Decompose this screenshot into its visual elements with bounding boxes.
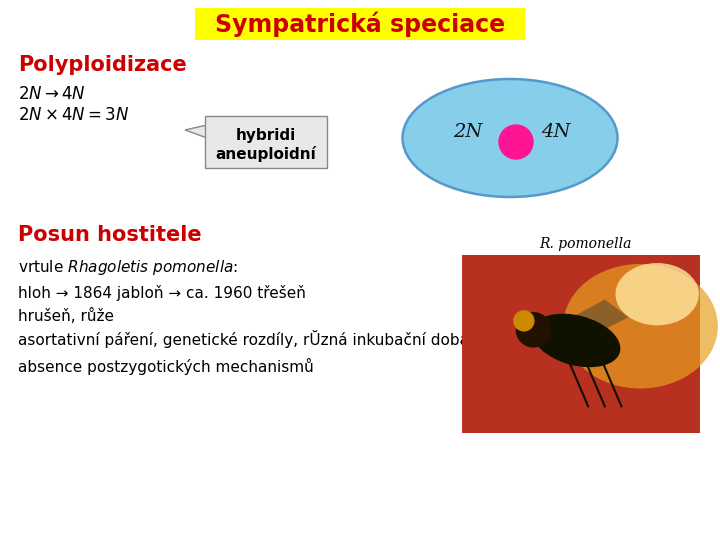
Ellipse shape [402, 79, 618, 197]
Text: hrušeň, růže: hrušeň, růže [18, 308, 114, 324]
Bar [462, 255, 700, 433]
Ellipse shape [616, 263, 699, 325]
FancyBboxPatch shape [207, 118, 211, 166]
Circle shape [499, 125, 533, 159]
Text: Sympatrická speciace: Sympatrická speciace [215, 11, 505, 37]
Text: $\mathit{2N} \times \mathit{4N} = \mathit{3N}$: $\mathit{2N} \times \mathit{4N} = \mathi… [18, 106, 130, 124]
Text: hloh → 1864 jabloň → ca. 1960 třešeň: hloh → 1864 jabloň → ca. 1960 třešeň [18, 285, 306, 301]
Text: hybridi
aneuploidní: hybridi aneuploidní [215, 128, 316, 161]
FancyBboxPatch shape [205, 116, 327, 168]
Polygon shape [562, 300, 629, 335]
Polygon shape [185, 125, 207, 138]
Text: Posun hostitele: Posun hostitele [18, 225, 202, 245]
Text: $\mathit{2N} \rightarrow \mathit{4N}$: $\mathit{2N} \rightarrow \mathit{4N}$ [18, 85, 86, 103]
Ellipse shape [563, 264, 718, 388]
Text: vrtule $\mathit{Rhagoletis\ pomonella}$:: vrtule $\mathit{Rhagoletis\ pomonella}$: [18, 258, 238, 277]
Text: 4N: 4N [541, 123, 570, 141]
Text: Polyploidizace: Polyploidizace [18, 55, 186, 75]
Ellipse shape [532, 314, 621, 367]
Circle shape [516, 312, 552, 348]
Text: asortativní páření, genetické rozdíly, rŬzná inkubační doba (sezónní izolace): asortativní páření, genetické rozdíly, r… [18, 330, 602, 348]
Text: 2N: 2N [453, 123, 482, 141]
Circle shape [513, 310, 534, 332]
FancyBboxPatch shape [195, 8, 525, 40]
Text: R. pomonella: R. pomonella [539, 237, 632, 251]
Text: absence postzygotických mechanismů: absence postzygotických mechanismů [18, 358, 314, 375]
